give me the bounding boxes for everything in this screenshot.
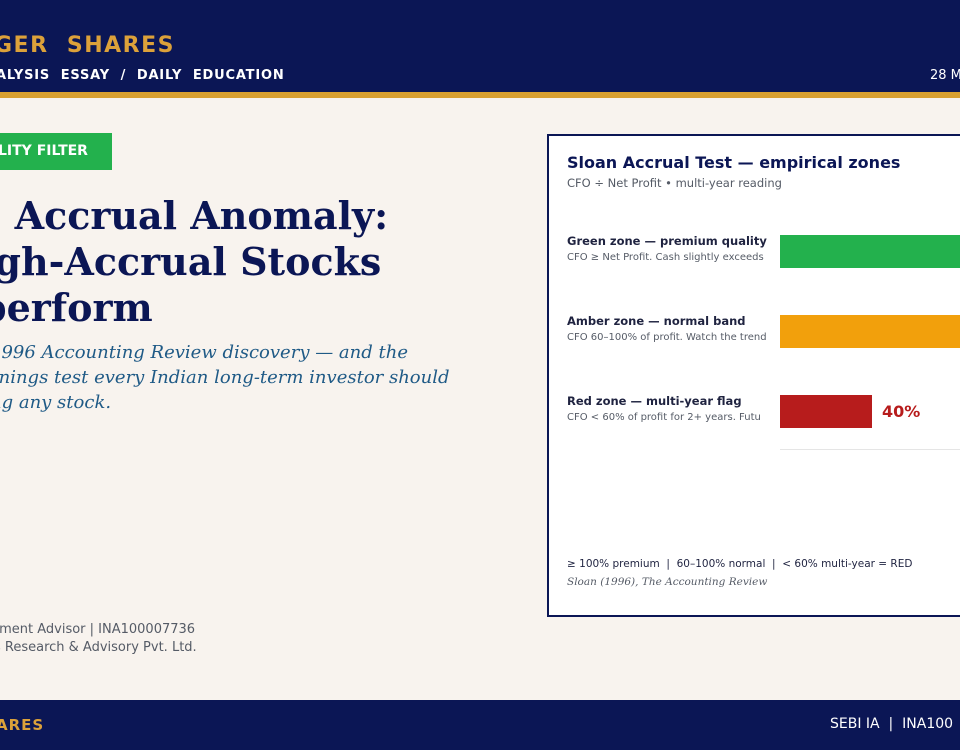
subhead-line-2: rnings test every Indian long-term inves… (0, 367, 450, 388)
accrual-test-card: Sloan Accrual Test — empirical zones CFO… (547, 134, 960, 617)
card-title: Sloan Accrual Test — empirical zones (567, 153, 901, 172)
zone-desc-green: CFO ≥ Net Profit. Cash slightly exceeds (567, 252, 764, 263)
advisor-disclosure: tment Advisor | INA100007736 s Research … (0, 621, 197, 657)
publish-date: 28 M (930, 68, 960, 83)
zone-title-amber: Amber zone — normal band (567, 314, 746, 328)
zone-title-green: Green zone — premium quality (567, 234, 767, 248)
header-accent-stripe (0, 92, 960, 98)
advisor-company: s Research & Advisory Pvt. Ltd. (0, 640, 197, 655)
top-header (0, 0, 960, 92)
footer-bar (0, 700, 960, 750)
headline-line-1: s Accrual Anomaly: (0, 193, 389, 238)
zone-legend: ≥ 100% premium | 60–100% normal | < 60% … (567, 558, 913, 570)
chart-baseline (780, 449, 960, 450)
subhead-line-3: ng any stock. (0, 392, 112, 413)
bar-red-zone (780, 395, 872, 428)
subhead-line-1: 1996 Accounting Review discovery — and t… (0, 342, 408, 363)
headline-line-2: igh-Accrual Stocks (0, 239, 382, 284)
bar-green-zone (780, 235, 960, 268)
bar-red-value-label: 40% (882, 402, 921, 421)
footer-sebi-registration: SEBI IA | INA100 (830, 716, 954, 732)
article-headline: s Accrual Anomaly: igh-Accrual Stocks pe… (0, 193, 540, 331)
brand-name[interactable]: GER SHARES (0, 33, 175, 58)
card-subtitle: CFO ÷ Net Profit • multi-year reading (567, 176, 782, 190)
article-subheadline: 1996 Accounting Review discovery — and t… (0, 340, 510, 415)
advisor-registration: tment Advisor | INA100007736 (0, 622, 196, 637)
zone-desc-red: CFO < 60% of profit for 2+ years. Futu (567, 412, 761, 423)
headline-line-3: perform (0, 285, 153, 330)
bar-amber-zone (780, 315, 960, 348)
zone-title-red: Red zone — multi-year flag (567, 394, 742, 408)
category-badge: LITY FILTER (0, 133, 112, 170)
zone-desc-amber: CFO 60–100% of profit. Watch the trend (567, 332, 767, 343)
section-breadcrumb: ALYSIS ESSAY / DAILY EDUCATION (0, 68, 285, 83)
footer-brand[interactable]: ARES (0, 716, 45, 734)
source-citation: Sloan (1996), The Accounting Review (567, 576, 768, 588)
